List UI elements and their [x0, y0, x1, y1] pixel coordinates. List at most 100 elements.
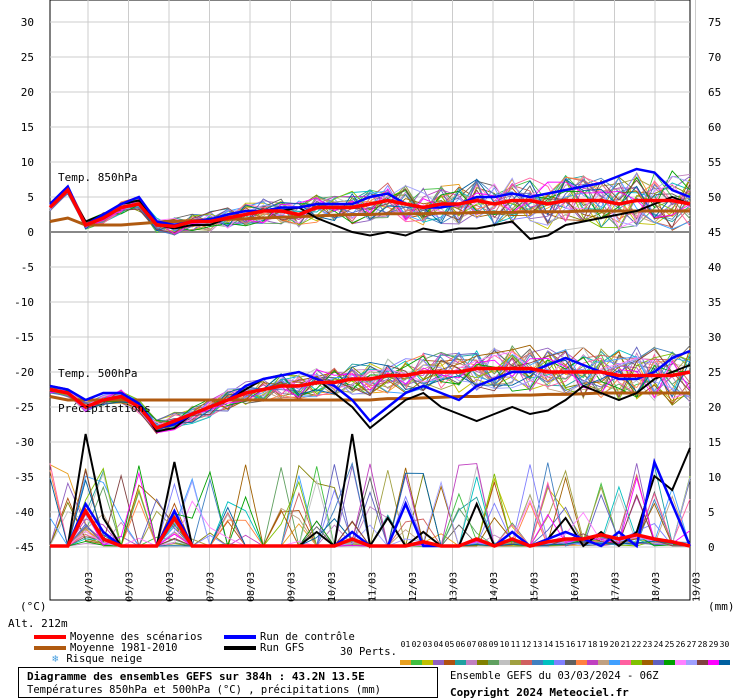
pert-number: 03: [422, 640, 433, 649]
left-axis-unit: (°C): [20, 600, 47, 613]
ensemble-info: Ensemble GEFS du 03/03/2024 - 06Z: [450, 670, 659, 682]
left-tick-label: -10: [14, 296, 34, 309]
left-tick-label: -20: [14, 366, 34, 379]
t850-mean-line: [48, 187, 691, 229]
pert-number: 05: [444, 640, 455, 649]
left-tick-label: -15: [14, 331, 34, 344]
panel-label-t850: Temp. 850hPa: [58, 171, 137, 184]
pert-color-swatch: [411, 660, 422, 665]
legend-gfs: Run GFS: [224, 642, 304, 654]
perts-numbers: 0102030405060708091011121314151617181920…: [400, 640, 730, 649]
left-tick-label: 20: [21, 86, 34, 99]
x-axis-date-labels: 04/03 05/03 06/03 07/03 08/03 09/03 10/03 11/03…: [84, 572, 703, 602]
x-date-label: 05/03: [125, 572, 136, 602]
pert-precip-line: [49, 463, 691, 547]
t850-control-line: [49, 167, 691, 227]
legend-normal-label: Moyenne 1981-2010: [70, 642, 178, 654]
x-date-label: 10/03: [327, 572, 338, 602]
pert-number: 29: [708, 640, 719, 649]
pert-color-swatch: [510, 660, 521, 665]
pert-number: 01: [400, 640, 411, 649]
pert-t850-line: [49, 179, 691, 234]
right-tick-label: 55: [708, 156, 721, 169]
right-tick-label: 60: [708, 121, 721, 134]
normal-swatch: [34, 646, 66, 650]
pert-color-swatch: [609, 660, 620, 665]
pert-number: 06: [455, 640, 466, 649]
pert-precip-line: [50, 469, 691, 547]
pert-color-swatch: [664, 660, 675, 665]
pert-color-swatch: [477, 660, 488, 665]
pert-color-swatch: [719, 660, 730, 665]
title-box: Diagramme des ensembles GEFS sur 384h : …: [18, 667, 438, 698]
pert-color-swatch: [642, 660, 653, 665]
pert-number: 23: [642, 640, 653, 649]
legend-normal: Moyenne 1981-2010: [34, 642, 177, 654]
chart-grid: [49, 0, 696, 601]
pert-color-swatch: [686, 660, 697, 665]
x-date-label: 04/03: [84, 572, 95, 602]
left-tick-label: -40: [14, 506, 34, 519]
pert-color-swatch: [466, 660, 477, 665]
x-date-label: 15/03: [530, 572, 541, 602]
x-date-label: 08/03: [246, 572, 257, 602]
x-date-label: 16/03: [570, 572, 581, 602]
pert-number: 08: [477, 640, 488, 649]
mean-swatch: [34, 635, 66, 639]
pert-number: 10: [499, 640, 510, 649]
x-date-label: 06/03: [165, 572, 176, 602]
pert-color-swatch: [697, 660, 708, 665]
left-tick-label: -30: [14, 436, 34, 449]
pert-color-swatch: [598, 660, 609, 665]
precip-mean-line: [50, 507, 691, 548]
pert-number: 22: [631, 640, 642, 649]
pert-number: 18: [587, 640, 598, 649]
left-tick-label: 30: [21, 16, 34, 29]
left-tick-label: 10: [21, 156, 34, 169]
pert-number: 09: [488, 640, 499, 649]
panel-label-t500: Temp. 500hPa: [58, 367, 137, 380]
x-date-label: 14/03: [489, 572, 500, 602]
t500-normal-line: [49, 391, 690, 402]
pert-number: 16: [565, 640, 576, 649]
x-date-label: 13/03: [449, 572, 460, 602]
left-tick-label: 25: [21, 51, 34, 64]
legend-control: Run de contrôle: [224, 631, 355, 643]
x-date-label: 09/03: [287, 572, 298, 602]
copyright: Copyright 2024 Meteociel.fr: [450, 686, 629, 699]
right-tick-label: 15: [708, 436, 721, 449]
pert-number: 25: [664, 640, 675, 649]
right-axis-unit: (mm): [708, 600, 735, 613]
t500-mean-line: [49, 366, 691, 431]
right-tick-label: 35: [708, 296, 721, 309]
panel-label-precip: Précipitations: [58, 402, 151, 415]
pert-t850-line: [49, 178, 691, 232]
x-date-label: 11/03: [368, 572, 379, 602]
right-tick-label: 5: [708, 506, 715, 519]
pert-color-swatch: [620, 660, 631, 665]
pert-color-swatch: [499, 660, 510, 665]
pert-color-swatch: [576, 660, 587, 665]
pert-color-swatch: [543, 660, 554, 665]
pert-number: 11: [510, 640, 521, 649]
pert-color-swatch: [565, 660, 576, 665]
legend-gfs-label: Run GFS: [260, 642, 305, 654]
t500-gfs-line: [49, 364, 691, 433]
pert-number: 13: [532, 640, 543, 649]
right-tick-label: 45: [708, 226, 721, 239]
pert-t500-line: [49, 355, 691, 423]
right-tick-label: 10: [708, 471, 721, 484]
right-tick-label: 30: [708, 331, 721, 344]
right-tick-label: 25: [708, 366, 721, 379]
pert-precip-line: [50, 461, 691, 547]
legend-snow: ❄ Risque neige: [52, 653, 142, 665]
pert-color-swatch: [708, 660, 719, 665]
right-tick-label: 50: [708, 191, 721, 204]
altitude-label: Alt. 212m: [8, 617, 68, 630]
pert-color-swatch: [653, 660, 664, 665]
perts-color-bar: [400, 650, 730, 665]
right-tick-label: 0: [708, 541, 715, 554]
pert-number: 21: [620, 640, 631, 649]
